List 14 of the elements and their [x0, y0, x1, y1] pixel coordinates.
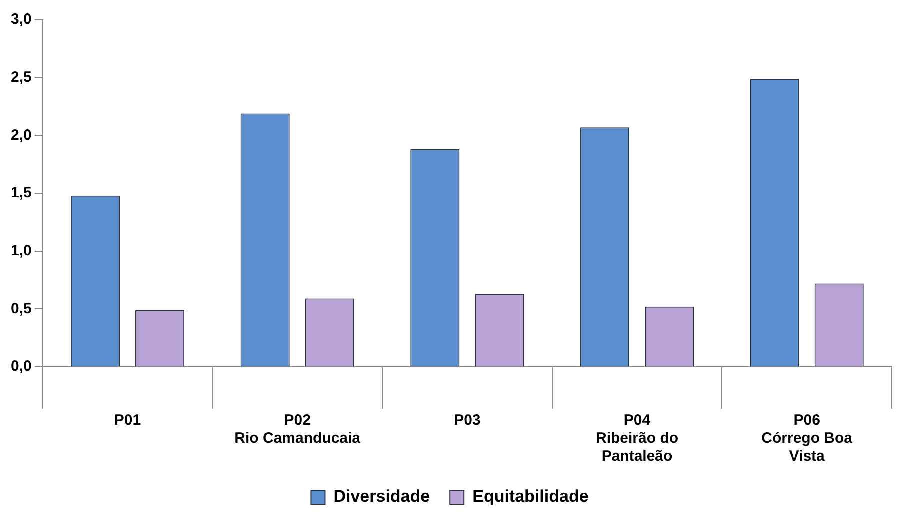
legend-label: Diversidade	[334, 487, 430, 506]
x-tick-label: P01	[114, 412, 142, 430]
x-tick-label: P06 Córrego Boa Vista	[762, 412, 854, 466]
y-tick-label: 1,5	[10, 184, 32, 202]
y-tick-label: 2,5	[10, 68, 32, 86]
x-tick-label: P04 Ribeirão do Pantaleão	[596, 412, 679, 466]
y-tick-label: 0,5	[10, 300, 32, 318]
x-tick-label: P03	[454, 412, 481, 430]
y-tick-label: 0,0	[10, 358, 32, 376]
legend-label: Equitabilidade	[472, 487, 589, 506]
y-tick-label: 1,0	[10, 242, 32, 260]
y-tick-label: 3,0	[10, 11, 32, 28]
y-tick-label: 2,0	[10, 126, 32, 144]
x-tick-label: P02 Rio Camanducaia	[234, 412, 362, 448]
